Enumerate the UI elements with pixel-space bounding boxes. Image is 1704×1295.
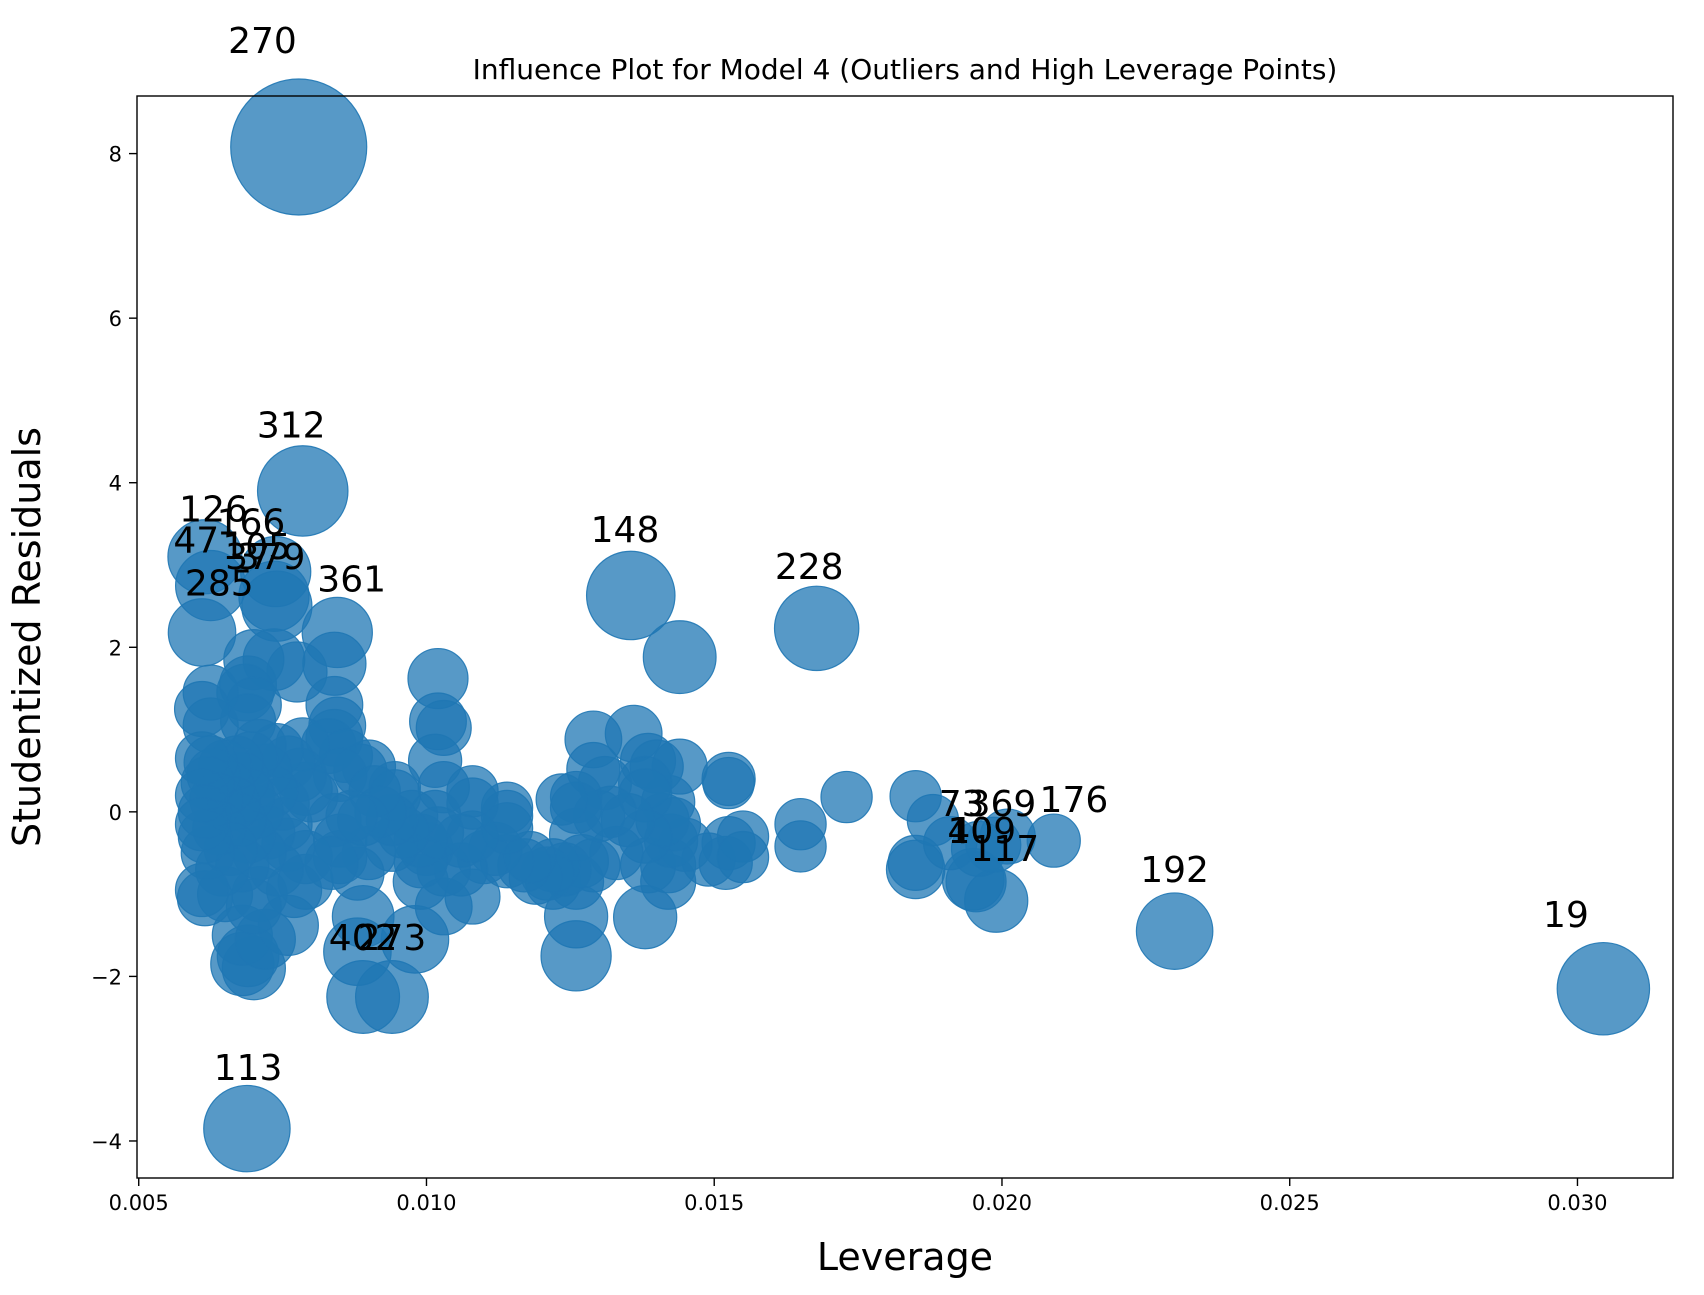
point-label: 73 xyxy=(939,784,985,825)
point-label: 148 xyxy=(591,510,660,551)
point-label: 109 xyxy=(947,811,1016,852)
data-point xyxy=(256,445,349,537)
data-point xyxy=(325,789,378,843)
data-point xyxy=(642,620,717,695)
point-label: 369 xyxy=(968,784,1037,825)
point-label: 126 xyxy=(179,489,248,530)
x-tick-label: 0.030 xyxy=(1547,1191,1607,1215)
x-tick-label: 0.015 xyxy=(684,1191,744,1215)
data-point xyxy=(1556,941,1651,1036)
data-point xyxy=(1026,813,1081,868)
data-point xyxy=(1135,892,1214,970)
data-point xyxy=(702,756,755,810)
data-point xyxy=(230,78,368,216)
data-point xyxy=(774,820,827,873)
data-point xyxy=(535,773,588,826)
point-label: 285 xyxy=(185,563,254,604)
data-point xyxy=(716,830,770,884)
y-tick-label: 6 xyxy=(109,307,122,331)
point-label: 37 xyxy=(225,537,271,578)
point-label: 192 xyxy=(1140,850,1209,891)
point-label: 47 xyxy=(173,521,219,562)
chart-title: Influence Plot for Model 4 (Outliers and… xyxy=(473,53,1338,86)
y-tick-label: −2 xyxy=(91,965,122,989)
x-axis: 0.005 0.010 0.015 0.020 0.025 0.030 xyxy=(109,1178,1608,1215)
x-tick-label: 0.010 xyxy=(396,1191,456,1215)
data-point xyxy=(585,550,676,641)
point-label: 270 xyxy=(228,21,297,62)
x-tick-label: 0.025 xyxy=(1260,1191,1320,1215)
y-tick-label: 0 xyxy=(109,801,122,825)
data-point xyxy=(174,797,230,852)
point-label: 273 xyxy=(358,918,427,959)
y-axis: −4 −2 0 2 4 6 8 xyxy=(91,143,137,1154)
point-label: 113 xyxy=(214,1048,283,1089)
data-point xyxy=(773,585,860,672)
data-point xyxy=(173,680,231,738)
x-tick-label: 0.020 xyxy=(972,1191,1032,1215)
y-tick-label: 4 xyxy=(109,472,122,496)
y-tick-label: −4 xyxy=(91,1130,122,1154)
point-label: 402 xyxy=(329,918,398,959)
plot-frame xyxy=(136,95,1674,1179)
data-point xyxy=(820,770,873,824)
points-layer xyxy=(167,78,1651,1173)
point-label: 176 xyxy=(1040,780,1109,821)
x-tick-label: 0.005 xyxy=(109,1191,169,1215)
data-point xyxy=(174,862,230,918)
y-tick-label: 2 xyxy=(109,636,122,660)
y-axis-label: Studentized Residuals xyxy=(5,427,49,847)
point-label: 166 xyxy=(217,503,286,544)
point-label: 19 xyxy=(1543,895,1589,936)
data-point xyxy=(203,1084,291,1173)
y-tick-label: 8 xyxy=(109,143,122,167)
x-axis-label: Leverage xyxy=(817,1235,993,1279)
point-label: 105 xyxy=(222,527,291,568)
point-label: 361 xyxy=(317,559,386,600)
point-label: 228 xyxy=(775,547,844,588)
data-point xyxy=(174,731,230,786)
point-label: 379 xyxy=(237,537,306,578)
point-label: 40 xyxy=(947,811,993,852)
point-label: 117 xyxy=(970,829,1039,870)
point-label: 312 xyxy=(257,405,326,446)
data-point xyxy=(889,770,942,823)
